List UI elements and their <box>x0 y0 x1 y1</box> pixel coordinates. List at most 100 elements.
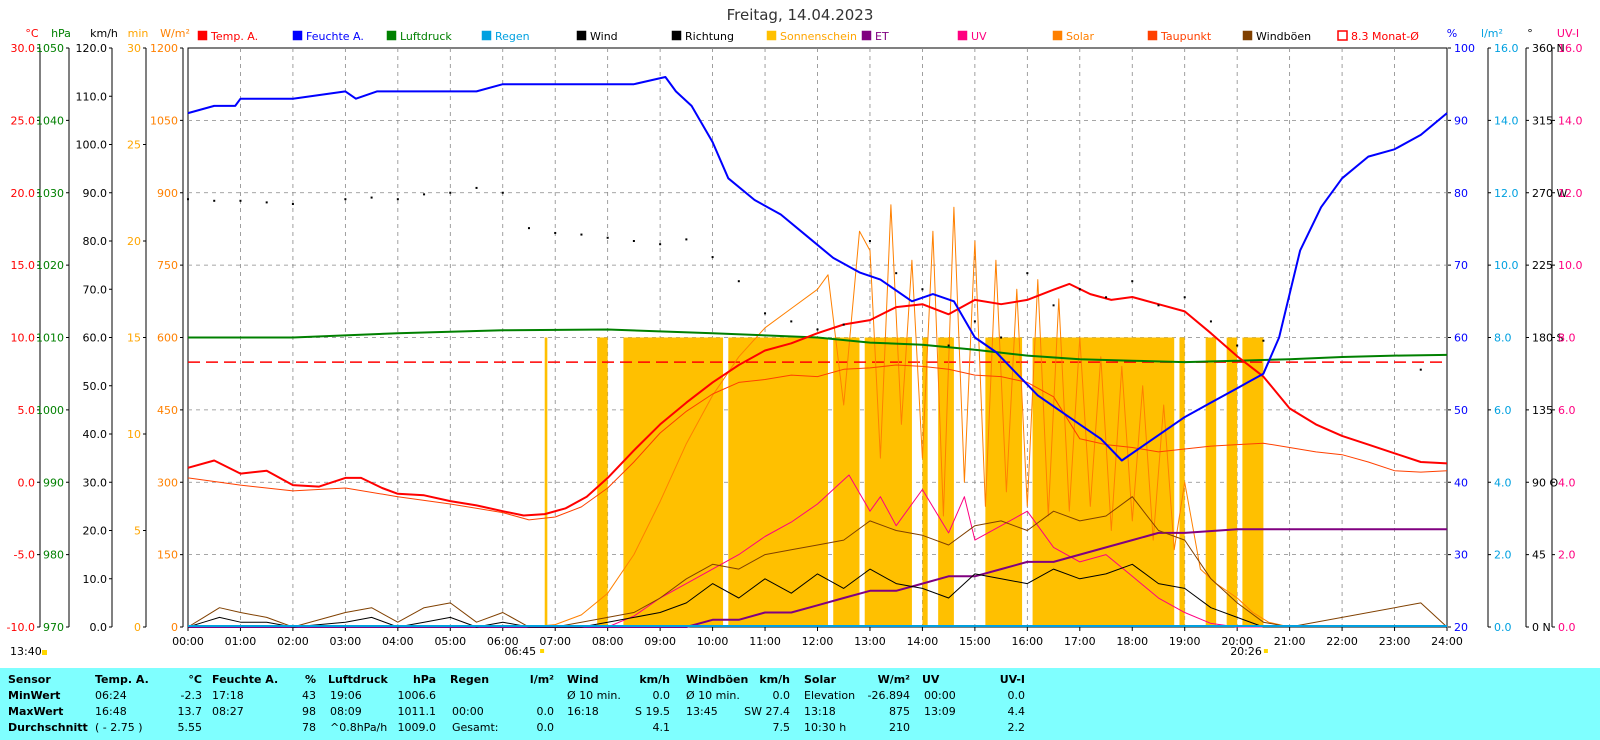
stats-solar-value: 210 <box>889 721 910 734</box>
left-axis-tick-label: 30.0 <box>11 42 36 55</box>
x-tick-label: 03:00 <box>330 635 362 648</box>
gusts-line <box>187 496 1448 628</box>
stats-gusts-time: 13:45 <box>686 705 718 718</box>
right-axis-tick-label: 6.0 <box>1558 404 1576 417</box>
right-axis-tick-label: 0.0 <box>1558 621 1576 634</box>
left-axis-tick-label: 900 <box>157 187 178 200</box>
x-tick-label: 04:00 <box>382 635 414 648</box>
corner-time: 13:40 <box>10 645 42 658</box>
stats-rain-time: Gesamt: <box>452 721 499 734</box>
x-tick-label: 13:00 <box>854 635 886 648</box>
statistics-table: Sensor Temp. A. °C Feuchte A.% Luftdruck hPa R… <box>0 668 1600 740</box>
stats-row-label: MaxWert <box>8 705 64 718</box>
left-axis-tick-label: 150 <box>157 549 178 562</box>
stats-humidity-value: 43 <box>302 689 316 702</box>
x-tick-label: 14:00 <box>907 635 939 648</box>
right-axis-tick-label: 6.0 <box>1494 404 1512 417</box>
left-axis-unit: °C <box>25 27 39 40</box>
left-axis-unit: km/h <box>90 27 118 40</box>
right-axis-tick-label: 4.0 <box>1494 476 1512 489</box>
x-tick-label: 11:00 <box>749 635 781 648</box>
stats-humidity-time: 17:18 <box>212 689 244 702</box>
stats-pressure-value: 1009.0 <box>397 721 437 734</box>
right-axis-tick-label: 0 N <box>1532 621 1551 634</box>
left-axis-tick-label: 15.0 <box>11 259 36 272</box>
stats-rain-time: 00:00 <box>452 705 484 718</box>
x-tick-label: 22:00 <box>1326 635 1358 648</box>
direction-point <box>947 344 950 347</box>
direction-point <box>921 288 924 291</box>
legend-label: Sonnenschein <box>780 30 857 43</box>
direction-point <box>632 240 635 242</box>
direction-point <box>1078 288 1081 291</box>
legend-label: Feuchte A. <box>306 30 364 43</box>
stats-header-wind-unit: km/h <box>639 673 670 686</box>
x-tick-label: 02:00 <box>277 635 309 648</box>
right-axis-tick-label: 30 <box>1454 549 1468 562</box>
sunshine-bar <box>1179 337 1185 627</box>
stats-temp-value: 13.7 <box>177 705 203 718</box>
left-axis-tick-label: 1010 <box>36 332 64 345</box>
direction-point <box>895 272 898 275</box>
sunshine-bar <box>922 337 928 627</box>
chart-title: Freitag, 14.04.2023 <box>727 6 874 24</box>
legend: Temp. A. Feuchte A. Luftdruck Regen Wind Rich… <box>197 30 1419 43</box>
direction-point <box>973 320 976 323</box>
left-axis-tick-label: 25 <box>127 139 141 152</box>
stats-humidity-time: 08:27 <box>212 705 244 718</box>
stats-header-gusts-unit: km/h <box>759 673 790 686</box>
legend-label: Luftdruck <box>400 30 452 43</box>
direction-point <box>580 233 583 236</box>
stats-header-temp: Temp. A. <box>95 673 149 686</box>
x-tick-label: 07:00 <box>539 635 571 648</box>
right-axis-unit: ° <box>1527 27 1533 40</box>
direction-point <box>1052 304 1055 307</box>
stats-header-rain-unit: l/m² <box>529 673 554 686</box>
direction-point <box>1209 320 1212 323</box>
sunshine-bar <box>985 337 1023 627</box>
direction-point <box>868 240 871 242</box>
right-axis-tick-label: 14.0 <box>1494 114 1519 127</box>
stats-solar-value: 875 <box>889 705 910 718</box>
sunrise-time: 06:45 <box>504 645 536 658</box>
left-axis-tick-label: 0 <box>134 621 141 634</box>
axes: 00:00 01:00 02:00 03:00 04:00 05:00 06:00 07:00… <box>7 27 1583 658</box>
right-axis-tick-label: 270 W <box>1532 187 1567 200</box>
x-tick-label: 10:00 <box>697 635 729 648</box>
legend-label: Wind <box>590 30 618 43</box>
stats-pressure-value: 1011.1 <box>397 705 437 718</box>
direction-point <box>1131 280 1134 283</box>
right-axis-tick-label: 12.0 <box>1558 187 1583 200</box>
stats-pressure-time: ^0.8hPa/h <box>330 721 388 734</box>
stats-wind-value: S 19.5 <box>635 705 670 718</box>
left-axis-tick-label: 20.0 <box>11 187 36 200</box>
stats-rain-value: 0.0 <box>536 721 555 734</box>
direction-point <box>1183 296 1186 299</box>
dewpoint-line <box>187 364 1448 521</box>
stats-header-gusts: Windböen <box>686 673 749 686</box>
left-axis-unit: hPa <box>51 27 71 40</box>
direction-point <box>213 199 216 202</box>
legend-swatch <box>766 30 777 41</box>
left-axis-tick-label: -10.0 <box>7 621 35 634</box>
direction-point <box>423 193 426 196</box>
left-axis-tick-label: 90.0 <box>83 187 108 200</box>
solar-line <box>188 204 1447 628</box>
right-axis-unit: UV-I <box>1557 27 1579 40</box>
legend-label: Richtung <box>685 30 734 43</box>
left-axis-tick-label: 1040 <box>36 114 64 127</box>
stats-solar-time: 13:18 <box>804 705 836 718</box>
stats-header-pressure: Luftdruck <box>328 673 388 686</box>
stats-humidity-value: 98 <box>302 705 316 718</box>
legend-swatch <box>1242 30 1253 41</box>
left-axis-tick-label: 15 <box>127 332 141 345</box>
stats-uv-value: 0.0 <box>1007 689 1026 702</box>
left-axis-tick-label: 1200 <box>150 42 178 55</box>
right-axis-unit: % <box>1447 27 1457 40</box>
left-axis-tick-label: 25.0 <box>11 114 36 127</box>
left-axis-tick-label: 0.0 <box>18 476 36 489</box>
sunshine-bar <box>833 337 860 627</box>
et-line <box>188 528 1447 628</box>
stats-temp-value: 5.55 <box>177 721 203 734</box>
right-axis-tick-label: 360 N <box>1532 42 1565 55</box>
